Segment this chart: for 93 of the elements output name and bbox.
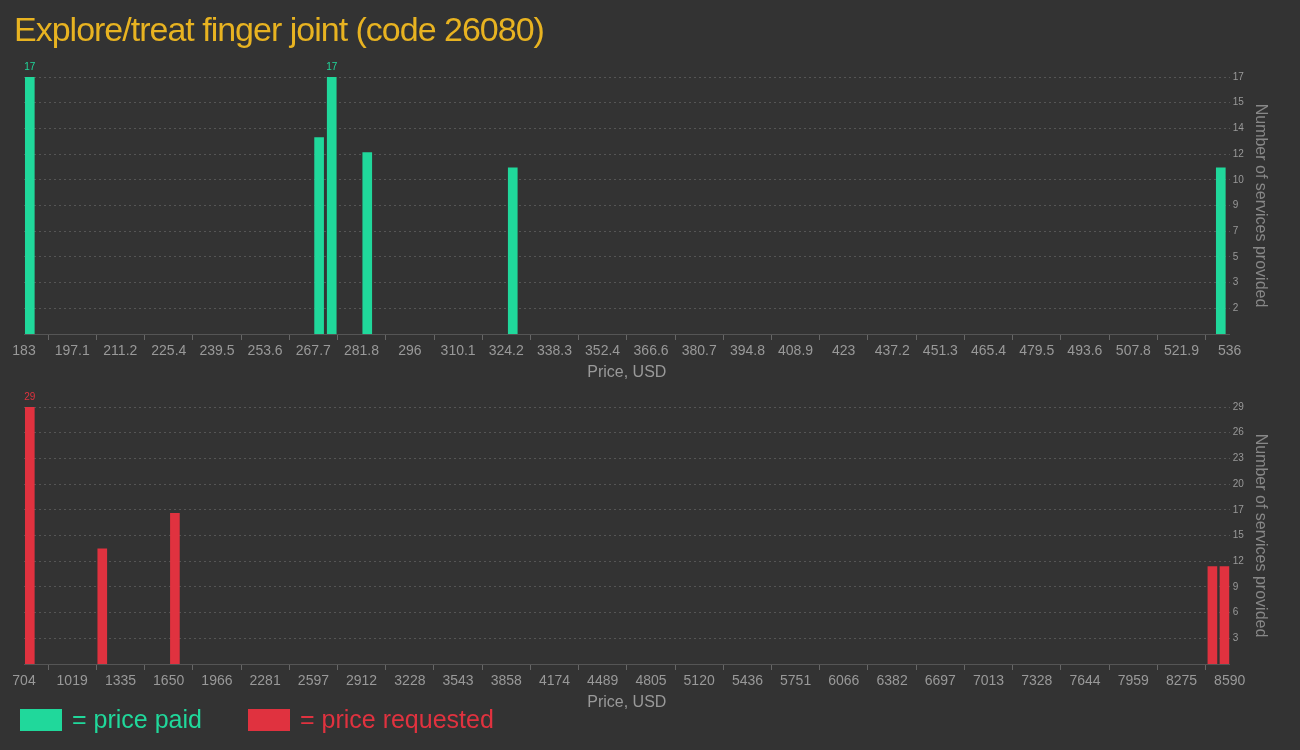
data-label: 17 bbox=[326, 60, 338, 72]
x-tick-label: 8590 bbox=[1214, 672, 1246, 689]
x-tick-label: 324.2 bbox=[488, 342, 524, 359]
bar bbox=[24, 77, 35, 334]
y-tick-label: 6 bbox=[1232, 606, 1239, 618]
y-tick-label: 3 bbox=[1232, 632, 1239, 644]
x-tick-label: 6697 bbox=[924, 672, 957, 689]
chart-title: Explore/treat finger joint (code 26080) bbox=[14, 10, 544, 49]
bar bbox=[1219, 566, 1230, 664]
y-tick-label: 17 bbox=[1232, 70, 1245, 82]
x-tick-label: 394.8 bbox=[729, 342, 766, 359]
y-tick-label: 3 bbox=[1232, 276, 1239, 288]
y-tick-label: 15 bbox=[1232, 529, 1245, 541]
legend-label: = price paid bbox=[72, 705, 202, 734]
y-tick-label: 10 bbox=[1232, 173, 1245, 185]
legend-label: = price requested bbox=[299, 705, 494, 734]
x-tick-label: 2281 bbox=[249, 672, 281, 689]
x-tick-label: 408.9 bbox=[778, 342, 814, 359]
x-tick-label: 493.6 bbox=[1067, 342, 1103, 359]
y-axis-title: Number of services provided bbox=[1252, 103, 1270, 308]
y-tick-label: 15 bbox=[1232, 96, 1245, 108]
x-tick-label: 3228 bbox=[394, 672, 426, 689]
x-tick-label: 4174 bbox=[538, 672, 571, 689]
x-tick-label: 281.8 bbox=[343, 342, 380, 359]
x-tick-label: 310.1 bbox=[440, 342, 476, 359]
x-tick-label: 1335 bbox=[104, 672, 137, 689]
x-tick-label: 3858 bbox=[490, 672, 522, 689]
x-tick-label: 7644 bbox=[1069, 672, 1101, 689]
x-tick-label: 437.2 bbox=[874, 342, 910, 359]
x-tick-label: 1966 bbox=[201, 672, 233, 689]
y-tick-label: 5 bbox=[1232, 250, 1239, 262]
x-tick-label: 7328 bbox=[1021, 672, 1053, 689]
data-label: 17 bbox=[24, 60, 36, 72]
bar bbox=[326, 77, 337, 334]
x-tick-label: 211.2 bbox=[103, 342, 138, 359]
y-tick-label: 7 bbox=[1232, 224, 1239, 236]
x-tick-label: 5436 bbox=[731, 672, 764, 689]
y-axis-title: Number of services provided bbox=[1252, 433, 1270, 638]
x-tick-label: 4805 bbox=[635, 672, 667, 689]
y-tick-label: 29 bbox=[1232, 400, 1245, 412]
y-tick-label: 20 bbox=[1232, 477, 1245, 489]
y-tick-label: 12 bbox=[1232, 554, 1245, 566]
x-tick-label: 2912 bbox=[346, 672, 378, 689]
x-tick-label: 8275 bbox=[1165, 672, 1198, 689]
x-tick-label: 4489 bbox=[587, 672, 619, 689]
x-tick-label: 296 bbox=[398, 342, 422, 359]
x-tick-label: 253.6 bbox=[247, 342, 283, 359]
bar bbox=[24, 407, 35, 664]
bar bbox=[314, 137, 324, 334]
x-tick-label: 338.3 bbox=[536, 342, 573, 359]
y-tick-label: 26 bbox=[1232, 426, 1245, 438]
x-tick-label: 380.7 bbox=[681, 342, 717, 359]
x-tick-label: 6066 bbox=[828, 672, 860, 689]
x-tick-label: 366.6 bbox=[633, 342, 669, 359]
x-tick-label: 1019 bbox=[56, 672, 88, 689]
x-tick-label: 239.5 bbox=[199, 342, 235, 359]
data-label: 29 bbox=[24, 390, 36, 402]
x-tick-label: 479.5 bbox=[1019, 342, 1055, 359]
x-tick-label: 451.3 bbox=[922, 342, 959, 359]
y-tick-label: 12 bbox=[1232, 147, 1245, 159]
bar bbox=[170, 513, 180, 664]
x-tick-label: 521.9 bbox=[1163, 342, 1200, 359]
x-tick-label: 423 bbox=[832, 342, 856, 359]
x-tick-label: 6382 bbox=[876, 672, 908, 689]
x-tick-label: 352.4 bbox=[585, 342, 621, 359]
x-tick-label: 267.7 bbox=[295, 342, 332, 359]
x-tick-label: 2597 bbox=[297, 672, 330, 689]
x-tick-label: 225.4 bbox=[151, 342, 187, 359]
bar bbox=[97, 548, 108, 664]
x-axis-title: Price, USD bbox=[587, 692, 667, 710]
x-tick-label: 507.8 bbox=[1115, 342, 1152, 359]
bar bbox=[1215, 167, 1226, 334]
bar bbox=[362, 152, 373, 334]
x-axis-title: Price, USD bbox=[587, 362, 667, 380]
x-tick-label: 704 bbox=[12, 672, 36, 689]
x-tick-label: 197.1 bbox=[54, 342, 90, 359]
y-tick-label: 23 bbox=[1232, 452, 1245, 464]
x-tick-label: 7959 bbox=[1117, 672, 1149, 689]
x-tick-label: 3543 bbox=[442, 672, 474, 689]
x-tick-label: 5120 bbox=[683, 672, 715, 689]
x-tick-label: 183 bbox=[12, 342, 36, 359]
x-tick-label: 536 bbox=[1218, 342, 1242, 359]
y-tick-label: 14 bbox=[1232, 122, 1245, 134]
y-tick-label: 9 bbox=[1232, 199, 1239, 211]
x-tick-label: 465.4 bbox=[971, 342, 1007, 359]
bar bbox=[1207, 566, 1218, 664]
x-tick-label: 7013 bbox=[972, 672, 1005, 689]
y-tick-label: 2 bbox=[1232, 302, 1239, 314]
x-tick-label: 5751 bbox=[780, 672, 812, 689]
x-tick-label: 1650 bbox=[153, 672, 185, 689]
bar bbox=[507, 167, 518, 334]
y-tick-label: 17 bbox=[1232, 503, 1245, 515]
y-tick-label: 9 bbox=[1232, 580, 1239, 592]
